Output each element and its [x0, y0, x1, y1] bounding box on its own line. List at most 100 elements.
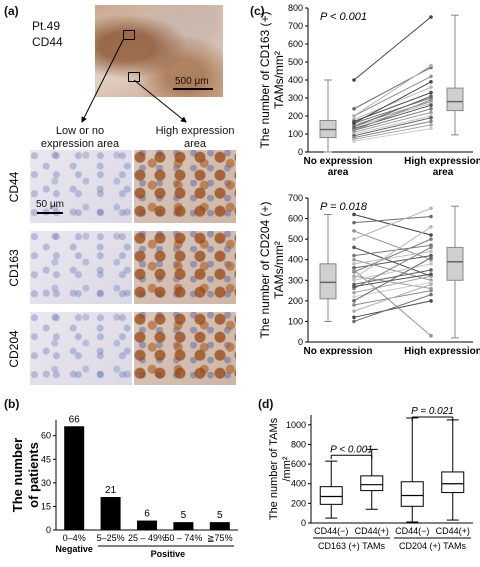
- y-tick-label: 200: [291, 498, 306, 508]
- row-label-cd44: CD44: [7, 171, 21, 202]
- panel-b-letter: (b): [4, 397, 20, 411]
- category-label: ≧75%: [207, 533, 233, 543]
- y-tick-label: 500: [288, 234, 303, 244]
- pair-line-20: [353, 294, 432, 322]
- overview-scale-bar: [173, 88, 213, 90]
- col-high-label: High expression area: [155, 125, 235, 150]
- micro-cd204-high: [134, 312, 236, 385]
- pair-point-left: [352, 229, 356, 233]
- pair-point-left: [352, 78, 356, 82]
- y-axis-label-line2: TAMs/mm²: [272, 51, 286, 109]
- category-label-0: CD44(−): [314, 526, 348, 536]
- box-1: [446, 246, 464, 281]
- y-tick-label: 600: [288, 214, 303, 224]
- y-axis-label: The number: [10, 438, 25, 512]
- category-label-2: CD44(−): [395, 526, 429, 536]
- y-tick-label: 45: [41, 454, 51, 464]
- pair-point-left: [352, 125, 356, 129]
- pair-point-left: [352, 128, 356, 133]
- overview-arrows: [81, 37, 187, 123]
- p-value-1: P = 0.021: [411, 406, 454, 417]
- bar-value-label: 5: [181, 510, 187, 521]
- category-label: 5–25%: [97, 533, 125, 543]
- pair-line-6: [353, 259, 432, 281]
- pair-line-16: [353, 257, 432, 302]
- pair-line-9: [353, 108, 432, 131]
- pair-line-16: [353, 95, 432, 128]
- group-label-positive: Positive: [151, 549, 186, 559]
- row-label-cd204: CD204: [7, 330, 21, 368]
- bar-1: [100, 497, 121, 530]
- pair-line-18: [353, 65, 432, 117]
- y-tick-label: 500: [288, 57, 303, 67]
- bar-3: [173, 522, 194, 530]
- y-tick-label: 400: [288, 255, 303, 265]
- pair-point-right: [429, 237, 433, 241]
- low-area-box: [123, 30, 135, 40]
- pair-line-21: [353, 269, 432, 337]
- y-axis-label-line2: TAMs/mm²: [272, 241, 286, 299]
- micro-cd44-high: [134, 150, 236, 223]
- pair-line-6: [353, 101, 432, 126]
- y-axis-label-line2: of patients: [26, 442, 41, 508]
- pair-point-right: [429, 245, 433, 250]
- pair-line-2: [353, 75, 432, 117]
- group-label-0: CD163 (+) TAMs: [318, 541, 385, 551]
- bar-value-label: 6: [144, 509, 150, 520]
- pair-point-right: [429, 282, 433, 287]
- pair-point-right: [429, 214, 433, 219]
- category-label-1: CD44(+): [355, 526, 389, 536]
- category-label-0: No expression: [304, 156, 373, 167]
- category-label: 0–4%: [63, 533, 86, 543]
- pair-line-19: [353, 81, 432, 124]
- micro-scale-bar: [37, 212, 63, 214]
- pair-point-right: [429, 85, 433, 89]
- y-axis-label: The number of CD163 (+): [258, 11, 272, 148]
- panel-a-letter: (a): [4, 4, 19, 18]
- y-tick-label: 0: [298, 337, 303, 347]
- bar-value-label: 5: [217, 510, 223, 521]
- pair-line-8: [353, 255, 432, 269]
- overview-marker: CD44: [32, 35, 63, 49]
- y-tick-label: 100: [288, 316, 303, 326]
- y-tick-label: 60: [41, 431, 51, 441]
- category-label-3: CD44(+): [436, 526, 470, 536]
- pair-line-8: [353, 104, 432, 130]
- pair-point-right: [429, 103, 433, 107]
- pair-point-right: [429, 292, 433, 297]
- panel-c-letter: (c): [250, 4, 265, 18]
- box-0: [319, 263, 337, 300]
- pair-point-right: [429, 74, 433, 79]
- box-1: [360, 475, 384, 492]
- pair-point-left: [352, 257, 356, 262]
- y-tick-label: 400: [288, 75, 303, 85]
- micro-cd163-low: [30, 231, 132, 304]
- category-label-line2-1: area: [433, 167, 454, 178]
- y-tick-label: 1000: [286, 420, 306, 430]
- micro-cd163-high: [134, 231, 236, 304]
- pair-point-right: [429, 90, 433, 95]
- patient-id: Pt.49: [32, 19, 61, 33]
- category-label-1: High expression: [404, 156, 480, 167]
- y-tick-label: 200: [288, 111, 303, 121]
- pair-line-15: [353, 281, 432, 298]
- pair-line-10: [353, 275, 432, 290]
- pair-point-right: [429, 98, 433, 102]
- micro-cd44-low: 50 μm: [30, 150, 132, 223]
- pair-point-right: [429, 262, 433, 266]
- y-tick-label: 100: [288, 129, 303, 139]
- pair-point-right: [429, 80, 433, 84]
- pair-point-right: [429, 206, 433, 211]
- y-tick-label: 0: [301, 518, 306, 528]
- pair-point-left: [352, 284, 356, 289]
- y-tick-label: 600: [288, 39, 303, 49]
- category-label: 25 – 49%: [128, 533, 166, 543]
- pair-point-left: [352, 319, 356, 324]
- pair-line-5: [353, 97, 432, 124]
- y-tick-label: 200: [288, 296, 303, 306]
- overview-image: 500 μm: [95, 5, 223, 97]
- pair-point-right: [429, 94, 433, 98]
- pair-line-7: [353, 250, 432, 265]
- box-0: [319, 486, 343, 505]
- pair-line-13: [353, 246, 432, 289]
